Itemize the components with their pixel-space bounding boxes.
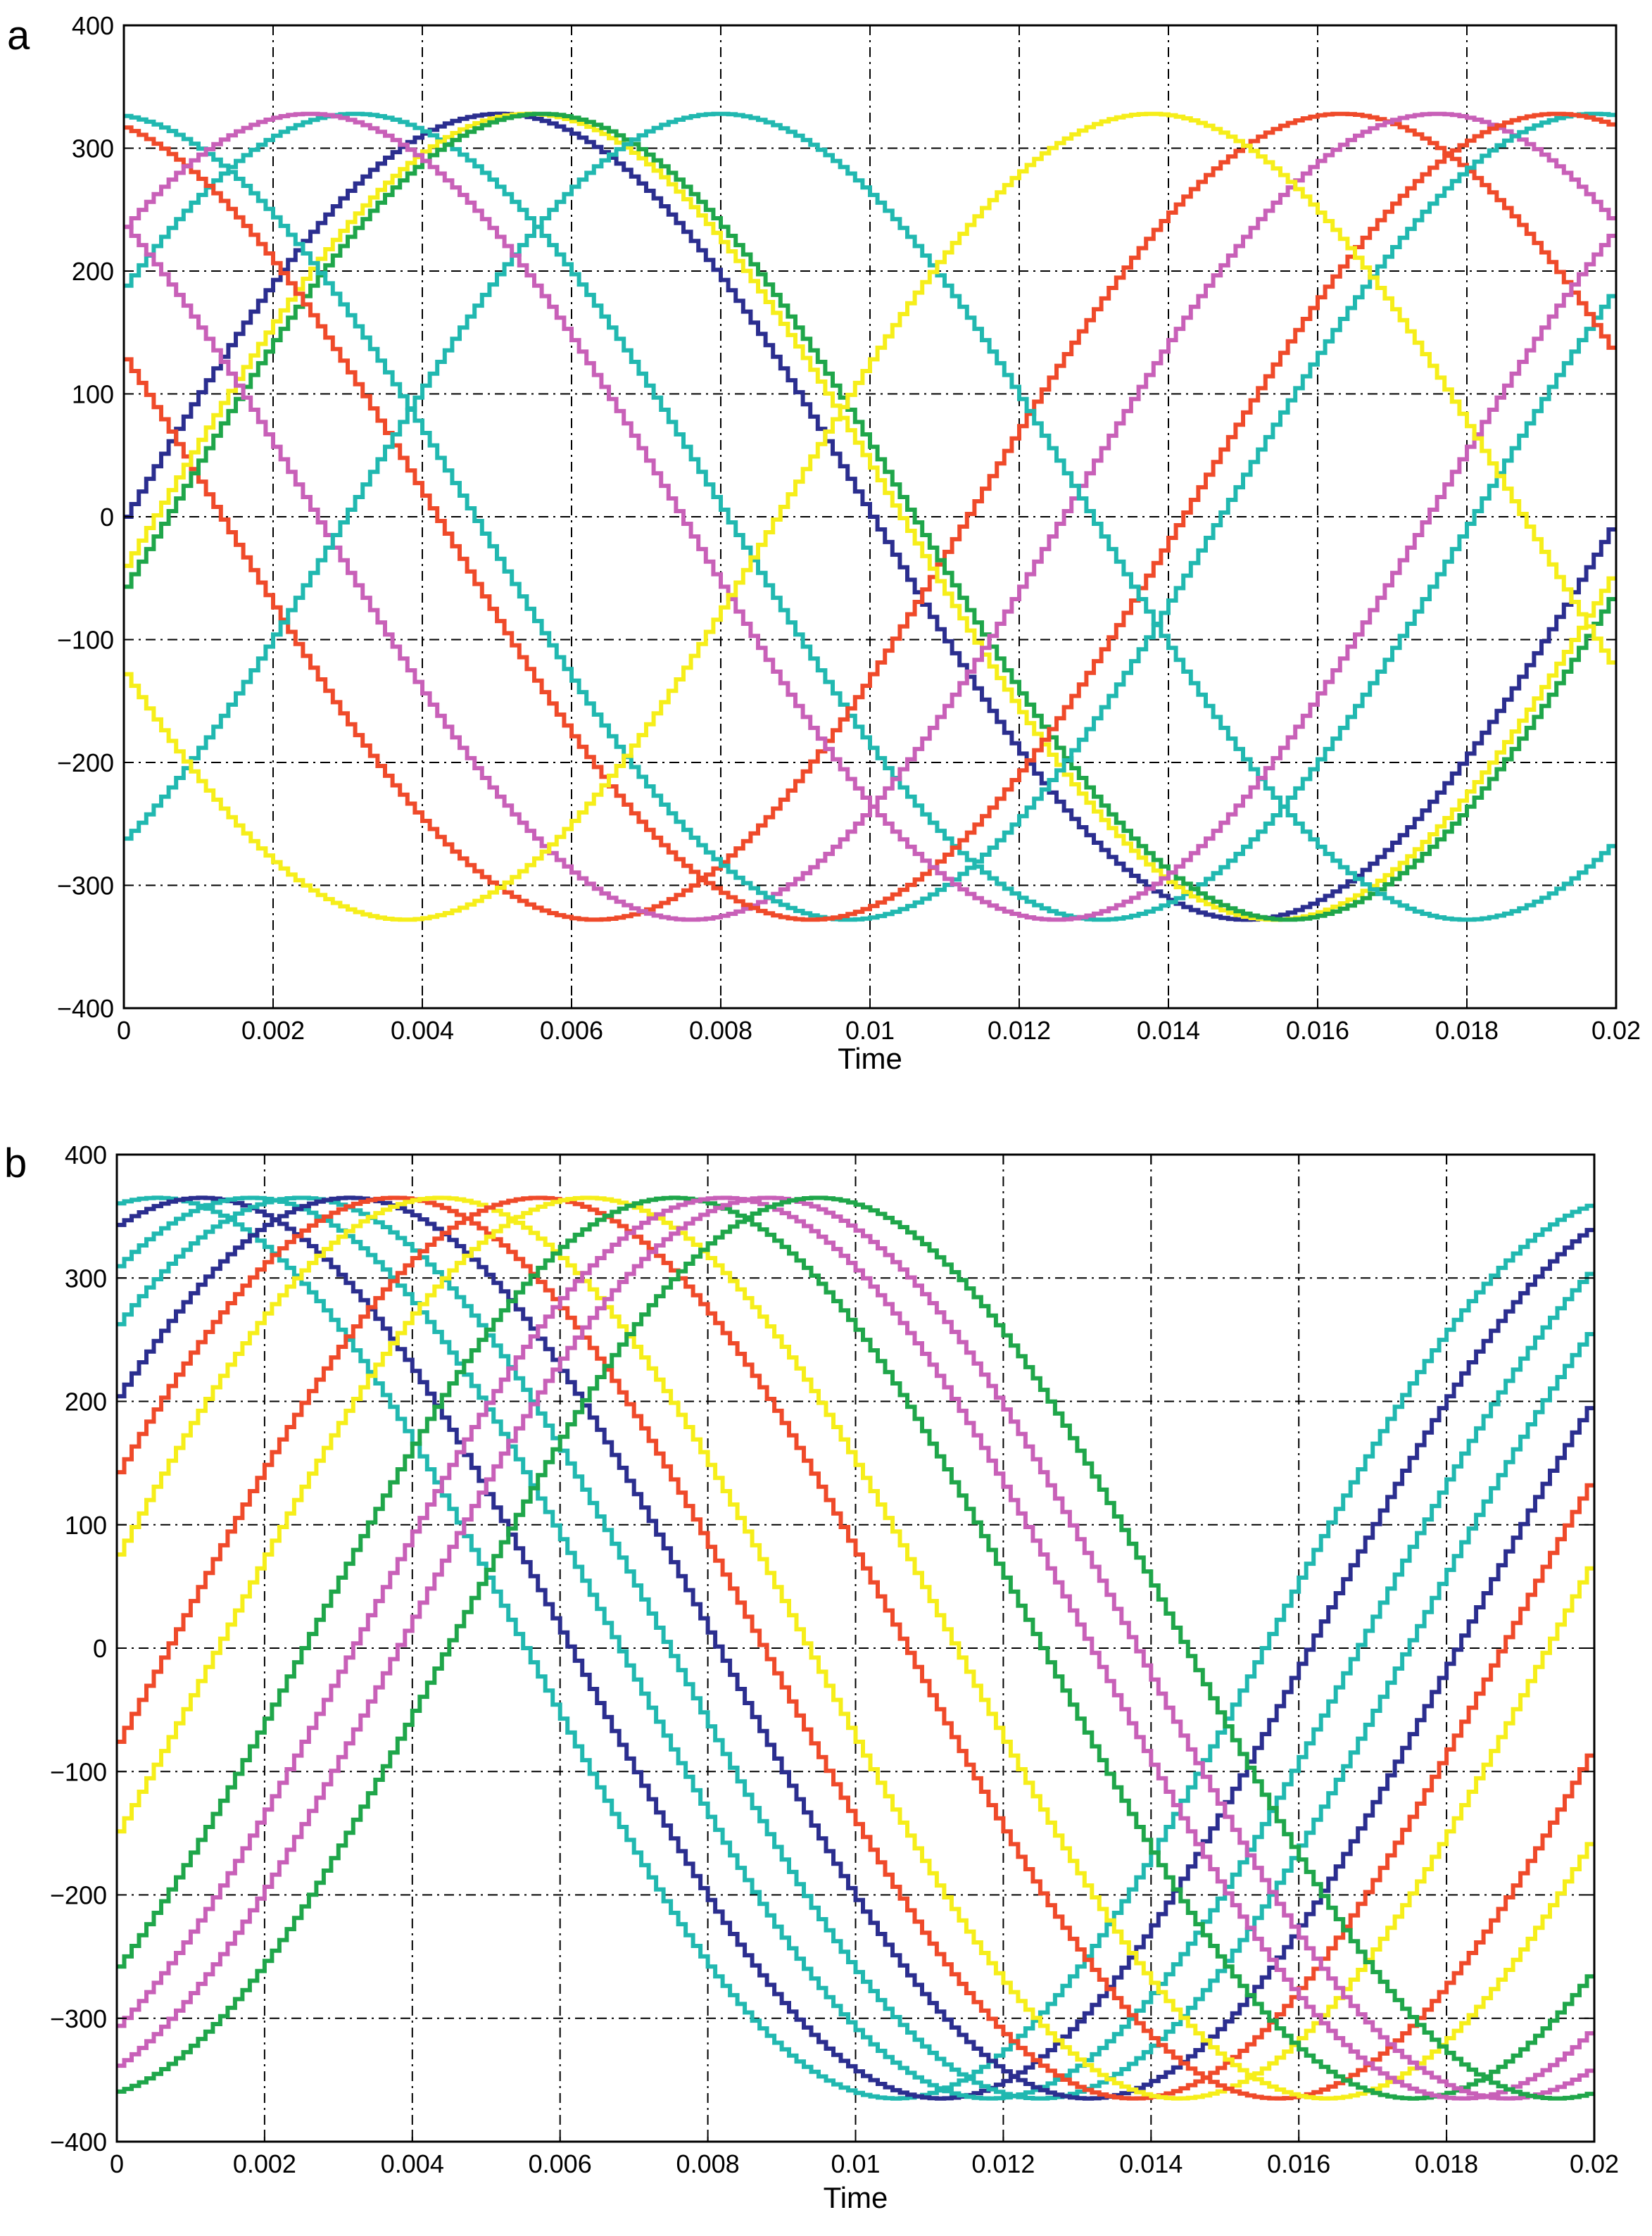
x-tick-label: 0.012 bbox=[971, 2149, 1035, 2178]
y-tick-label: 300 bbox=[65, 1264, 107, 1293]
series-line-10 bbox=[117, 1195, 1594, 2101]
series-line-7 bbox=[124, 111, 1616, 922]
x-tick-label: 0.006 bbox=[540, 1016, 603, 1045]
y-tick-label: −300 bbox=[50, 2004, 107, 2033]
x-tick-label: 0.01 bbox=[845, 1016, 895, 1045]
series-line-5 bbox=[124, 111, 1616, 922]
panel-b: 0 0.002 0.004 0.006 0.008 0.01 0.012 0.014 0.016… bbox=[4, 1141, 1619, 2214]
y-tick-label: 400 bbox=[65, 1141, 107, 1169]
x-tick-label: 0.004 bbox=[391, 1016, 454, 1045]
series-line-13 bbox=[117, 1195, 1594, 2101]
y-tick-label: 400 bbox=[72, 11, 114, 40]
series-line-12 bbox=[117, 1195, 1594, 2101]
x-tick-label: 0.02 bbox=[1591, 1016, 1641, 1045]
series-line-7 bbox=[117, 1195, 1594, 2101]
series-line-4 bbox=[124, 111, 1616, 922]
x-tick-label: 0.008 bbox=[676, 2149, 740, 2178]
series-line-4 bbox=[117, 1195, 1594, 2101]
series-line-10 bbox=[124, 111, 1616, 922]
x-tick-label: 0.01 bbox=[831, 2149, 880, 2178]
x-tick-label: 0.018 bbox=[1435, 1016, 1499, 1045]
x-tick-label: 0.012 bbox=[988, 1016, 1051, 1045]
series-line-11 bbox=[117, 1195, 1594, 2101]
series-group bbox=[124, 111, 1616, 922]
panel-letter: a bbox=[7, 13, 30, 58]
panel-letter: b bbox=[4, 1141, 27, 1186]
y-tick-label: −200 bbox=[57, 748, 114, 777]
x-tick-label: 0.004 bbox=[381, 2149, 444, 2178]
x-tick-label: 0.018 bbox=[1415, 2149, 1478, 2178]
y-tick-label: 0 bbox=[93, 1634, 107, 1663]
x-axis-title: Time bbox=[824, 2181, 888, 2214]
y-tick-label: −400 bbox=[50, 2128, 107, 2156]
series-line-8 bbox=[124, 111, 1616, 922]
x-tick-label: 0.002 bbox=[233, 2149, 296, 2178]
y-tick-label: 100 bbox=[72, 380, 114, 409]
x-tick-label: 0.016 bbox=[1267, 2149, 1330, 2178]
y-tick-label: −100 bbox=[50, 1757, 107, 1786]
x-tick-label: 0.014 bbox=[1137, 1016, 1200, 1045]
x-tick-label: 0 bbox=[110, 2149, 124, 2178]
series-line-5 bbox=[117, 1195, 1594, 2101]
series-line-9 bbox=[117, 1195, 1594, 2101]
series-line-6 bbox=[117, 1195, 1594, 2101]
y-tick-label: −200 bbox=[50, 1881, 107, 1910]
series-line-6 bbox=[124, 111, 1616, 922]
x-axis-title: Time bbox=[838, 1042, 902, 1075]
series-line-3 bbox=[124, 111, 1616, 922]
y-tick-label: 200 bbox=[72, 257, 114, 286]
y-tick-label: −300 bbox=[57, 872, 114, 900]
y-tick-label: −100 bbox=[57, 626, 114, 655]
series-line-2 bbox=[124, 111, 1616, 922]
x-tick-label: 0.008 bbox=[689, 1016, 752, 1045]
series-group bbox=[117, 1195, 1594, 2101]
series-line-1 bbox=[117, 1195, 1594, 2101]
series-line-3 bbox=[117, 1195, 1594, 2101]
x-tick-label: 0.016 bbox=[1286, 1016, 1349, 1045]
series-line-11 bbox=[124, 111, 1616, 922]
series-line-1 bbox=[124, 111, 1616, 922]
x-tick-label: 0 bbox=[117, 1016, 131, 1045]
series-line-2 bbox=[117, 1195, 1594, 2101]
y-tick-label: 100 bbox=[65, 1511, 107, 1540]
x-tick-label: 0.014 bbox=[1119, 2149, 1183, 2178]
panel-a: 0 0.002 0.004 0.006 0.008 0.01 0.012 0.014 0.016… bbox=[7, 11, 1641, 1075]
y-tick-label: 300 bbox=[72, 134, 114, 163]
series-line-9 bbox=[124, 111, 1616, 922]
y-tick-label: 200 bbox=[65, 1388, 107, 1417]
x-tick-label: 0.006 bbox=[529, 2149, 592, 2178]
y-tick-label: 0 bbox=[100, 503, 114, 532]
y-tick-label: −400 bbox=[57, 994, 114, 1023]
x-tick-label: 0.02 bbox=[1570, 2149, 1619, 2178]
x-tick-label: 0.002 bbox=[241, 1016, 305, 1045]
